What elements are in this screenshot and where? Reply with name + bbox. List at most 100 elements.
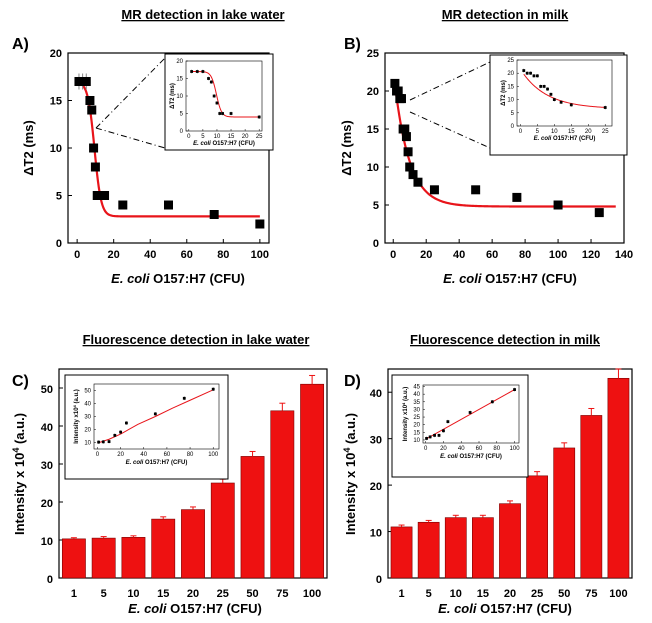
data-point <box>408 170 418 180</box>
data-point <box>209 210 219 219</box>
inset-frame <box>391 374 529 478</box>
x-tick-label: 5 <box>426 588 432 600</box>
data-point <box>429 185 439 195</box>
chart-title: Fluorescence detection in lake water <box>83 332 310 347</box>
x-axis-label-italic: E. coli <box>440 454 458 460</box>
x-tick-label: 50 <box>246 588 258 600</box>
y-axis-label: ΔT2 (ms) <box>339 120 354 176</box>
y-axis-label-post: (a.u.) <box>74 389 80 405</box>
x-axis-label-rest: O157:H7 (CFU) <box>166 601 261 616</box>
y-tick-label: 20 <box>367 86 379 98</box>
x-tick-label: 0 <box>519 129 523 135</box>
inset-data-point <box>125 421 128 425</box>
inset-data-point <box>433 433 436 437</box>
y-axis-label-pre: Intensity x 10 <box>12 453 27 535</box>
y-tick-label: 10 <box>50 143 62 155</box>
x-axis-label: E. coli O157:H7 (CFU) <box>534 136 596 142</box>
y-tick-label: 40 <box>413 392 420 398</box>
bar <box>270 410 295 579</box>
bar <box>472 517 494 579</box>
data-point <box>87 105 97 115</box>
data-point <box>94 191 104 200</box>
panel-label: B) <box>344 36 361 53</box>
panel-label: A) <box>12 36 29 53</box>
y-tick-label: 25 <box>413 415 420 421</box>
x-tick-label: 60 <box>181 249 193 261</box>
zoom-line <box>95 127 166 149</box>
x-tick-label: 0 <box>424 446 428 452</box>
inset-chart: 0 5 10 15 20 25 0 5 10 15 20 25 ΔT2 (ms) E. coli O157… <box>489 54 628 156</box>
inset-data-point <box>190 70 194 73</box>
x-tick-label: 80 <box>519 249 531 261</box>
x-tick-label: 40 <box>144 249 156 261</box>
panel-label: D) <box>344 373 361 390</box>
inset-data-point <box>437 433 441 437</box>
plot-frame <box>422 384 520 444</box>
y-axis-label: ΔT2 (ms) <box>21 120 36 176</box>
inset-data-point <box>218 112 222 115</box>
y-tick-label: 50 <box>41 384 53 396</box>
x-tick-label: 40 <box>140 452 147 458</box>
y-tick-label: 35 <box>413 400 420 406</box>
y-tick-label: 40 <box>84 402 91 408</box>
x-tick-label: 15 <box>228 134 235 140</box>
x-axis-label-italic: E. coli <box>534 136 552 142</box>
y-tick-label: 30 <box>370 435 382 447</box>
x-tick-label: 5 <box>536 129 540 135</box>
chart-title: MR detection in milk <box>442 7 569 22</box>
inset-data-point <box>559 100 563 104</box>
y-tick-label: 10 <box>413 438 420 444</box>
inset-data-point <box>428 435 432 439</box>
y-axis-label: ΔT2 (ms) <box>501 80 507 106</box>
inset-data-point <box>211 387 215 391</box>
y-tick-label: 20 <box>413 423 420 429</box>
y-tick-label: 15 <box>413 430 420 436</box>
x-axis-label: E. coli O157:H7 (CFU) <box>193 141 255 147</box>
inset-data-point <box>569 103 573 107</box>
x-tick-label: 0 <box>187 134 191 140</box>
inset-data-point <box>182 396 186 400</box>
y-tick-label: 25 <box>367 48 379 60</box>
x-tick-label: 20 <box>187 588 199 600</box>
data-point <box>401 132 411 142</box>
x-tick-label: 100 <box>251 249 269 261</box>
data-point <box>553 200 563 210</box>
inset-data-point <box>525 71 529 75</box>
y-tick-label: 5 <box>56 191 62 203</box>
x-axis-label-italic: E. coli <box>193 141 211 147</box>
x-axis-label-italic: E. coli <box>443 271 482 286</box>
x-tick-label: 1 <box>71 588 77 600</box>
data-point <box>255 219 265 229</box>
data-point <box>400 124 410 134</box>
x-axis-label: E. coli O157:H7 (CFU) <box>443 271 577 286</box>
inset-data-point <box>119 430 123 434</box>
y-tick-label: 50 <box>84 389 91 395</box>
x-tick-label: 80 <box>493 446 500 452</box>
bar <box>444 517 467 579</box>
panel-c-fluorescence-lake-water: Fluorescence detection in lake waterC)01… <box>11 332 328 616</box>
data-point <box>396 94 406 104</box>
inset-data-point <box>522 69 526 72</box>
inset-data-point <box>442 429 445 433</box>
y-tick-label: 0 <box>47 574 53 586</box>
plot-frame <box>516 59 613 127</box>
inset-data-point <box>539 85 543 88</box>
y-tick-label: 45 <box>413 385 420 391</box>
zoom-line <box>409 111 491 149</box>
bar <box>526 475 548 579</box>
x-axis-label-italic: E. coli <box>438 601 477 616</box>
x-tick-label: 0 <box>74 249 80 261</box>
chart-title: Fluorescence detection in milk <box>410 332 601 347</box>
data-point <box>594 208 604 218</box>
bar <box>181 509 205 579</box>
y-tick-label: 30 <box>41 460 53 472</box>
inset-fit-curve <box>425 389 515 440</box>
bar <box>61 538 86 579</box>
x-tick-label: 20 <box>585 129 592 135</box>
x-tick-label: 20 <box>242 134 249 140</box>
x-axis-label-rest: O157:H7 (CFU) <box>143 460 187 466</box>
x-tick-label: 15 <box>568 129 575 135</box>
